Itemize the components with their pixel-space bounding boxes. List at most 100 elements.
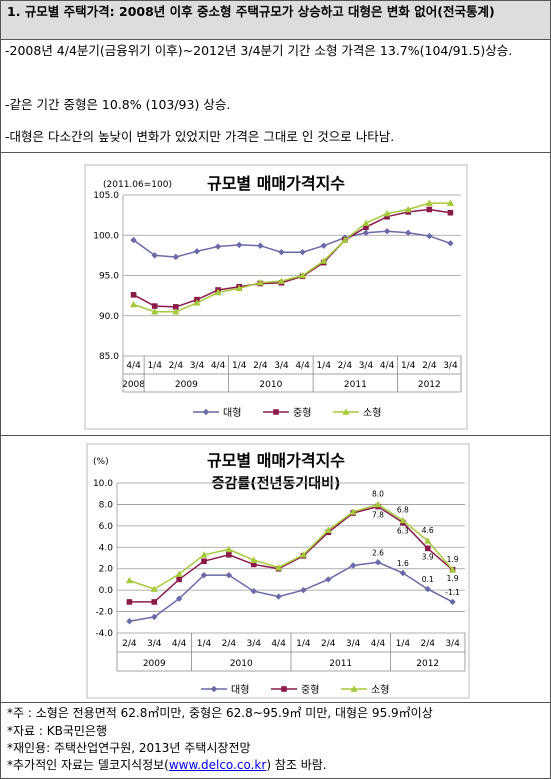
data-point [130, 292, 137, 298]
x-tick-label: 4/4 [211, 361, 226, 371]
data-label: 1.9 [447, 574, 459, 583]
data-point [277, 277, 286, 284]
x-tick-label: 4/4 [295, 361, 310, 371]
data-label: 4.6 [422, 526, 434, 535]
data-point [151, 303, 158, 309]
data-point [448, 566, 457, 573]
x-tick-label: 4/4 [126, 361, 141, 371]
x-tick-label: 2/4 [253, 361, 268, 371]
data-point [384, 213, 390, 220]
data-point [341, 236, 349, 243]
data-point [214, 243, 222, 250]
data-point [362, 229, 370, 237]
unit-label: (%) [93, 457, 109, 467]
chart-subtitle: 증감률(전년동기대비) [212, 475, 341, 492]
base-note: (2011.06=100) [103, 180, 172, 190]
y-tick-label: 0.0 [99, 586, 114, 596]
x-tick-label: 4/4 [271, 639, 286, 649]
x-tick-label: 4/4 [371, 639, 386, 649]
legend-marker [210, 685, 218, 693]
section-title-bar: 1. 규모별 주택가격: 2008년 이후 중소형 주택규모가 상승하고 대형은… [1, 1, 550, 40]
chart-title: 규모별 매매가격지수 [207, 451, 345, 470]
x-tick-label: 4/4 [380, 361, 395, 371]
data-label: 1.9 [447, 555, 459, 564]
summary-medium-size: -같은 기간 중형은 10.8% (103/93) 상승. [5, 97, 231, 112]
x-tick-label: 2/4 [169, 361, 184, 371]
data-label: 1.6 [397, 559, 409, 568]
x-tick-label: 4/4 [172, 639, 187, 649]
series-소형 [125, 500, 457, 592]
x-tick-label: 2/4 [321, 639, 336, 649]
chart-title: 규모별 매매가격지수 [207, 174, 345, 193]
series-line [133, 208, 451, 308]
data-point [193, 248, 201, 255]
data-point [363, 224, 369, 230]
y-tick-label: 95.0 [99, 272, 119, 282]
data-point [235, 284, 243, 292]
footnote-more-info: *추가적인 자료는 델코지식정보(www.delco.co.kr) 참조 바람. [7, 757, 327, 774]
data-point [320, 242, 327, 249]
footnote-more-info-prefix: *추가적인 자료는 델코지식정보( [7, 758, 169, 772]
series-line [133, 202, 451, 313]
data-point [425, 199, 433, 206]
footnote-size-definition: *주 : 소형은 전용면적 62.8㎡미만, 중형은 62.8~95.9㎡ 미만… [7, 706, 433, 720]
x-tick-label: 1/4 [232, 361, 247, 371]
data-point [173, 304, 179, 310]
y-tick-label: 4.0 [99, 543, 114, 553]
data-point [126, 599, 133, 605]
series-대형 [130, 228, 454, 261]
footnote-citation: *재인용: 주택산업연구원, 2013년 주택시장전망 [7, 741, 251, 755]
data-label: 2.6 [372, 548, 384, 557]
footnote-more-info-suffix: ) 참조 바람. [266, 758, 327, 772]
legend-marker [281, 686, 287, 692]
data-point [200, 551, 208, 558]
year-label: 2012 [416, 659, 439, 669]
data-point [424, 537, 432, 544]
data-point [250, 556, 258, 563]
data-point [374, 500, 382, 508]
y-tick-label: -2.0 [95, 608, 113, 618]
y-tick-label: 6.0 [99, 522, 114, 532]
series-line [129, 503, 454, 590]
growth-rate-chart-box: 규모별 매매가격지수 증감률(전년동기대비) (%) -4.0 -2.0 0.0 2.0 4.… [1, 436, 550, 703]
x-tick-label: 2/4 [338, 361, 353, 371]
chart-area [84, 164, 468, 430]
y-tick-label: 100.0 [93, 231, 119, 241]
data-point [176, 576, 182, 583]
data-point [362, 219, 370, 226]
delco-link[interactable]: www.delco.co.kr [168, 758, 267, 772]
data-point [278, 248, 285, 256]
year-label: 2011 [329, 659, 352, 669]
legend-marker [342, 408, 350, 415]
data-point [424, 545, 431, 552]
year-label: 2008 [122, 380, 145, 390]
y-tick-label: 85.0 [99, 352, 119, 362]
series-line [129, 505, 454, 603]
price-index-chart-box: 규모별 매매가격지수 (2011.06=100) 85.0 90.0 95.0 100.0… [1, 153, 550, 436]
data-point [256, 279, 264, 286]
legend-label: 소형 [371, 684, 389, 696]
data-label: 6.8 [397, 506, 409, 515]
year-label: 2009 [175, 380, 198, 390]
data-point [426, 232, 433, 240]
data-point [447, 240, 454, 247]
data-point [151, 308, 159, 315]
data-point [250, 561, 257, 568]
summary-small-size: -2008년 4/4분기(금융위기 이후)~2012년 3/4분기 기간 소형 … [5, 43, 513, 58]
data-point [399, 516, 407, 524]
data-label: -1.1 [445, 588, 460, 597]
price-index-chart: 규모별 매매가격지수 (2011.06=100) 85.0 90.0 95.0 100.0… [84, 164, 468, 430]
data-point [274, 564, 283, 571]
series-소형 [129, 199, 455, 315]
y-tick-label: 8.0 [99, 500, 114, 510]
data-point [130, 236, 137, 244]
data-point [172, 308, 180, 315]
data-point [257, 242, 264, 249]
data-label: 3.9 [422, 552, 434, 561]
series-line [133, 230, 451, 258]
y-tick-label: 105.0 [93, 191, 119, 201]
data-point [446, 199, 455, 206]
x-tick-label: 3/4 [445, 639, 460, 649]
